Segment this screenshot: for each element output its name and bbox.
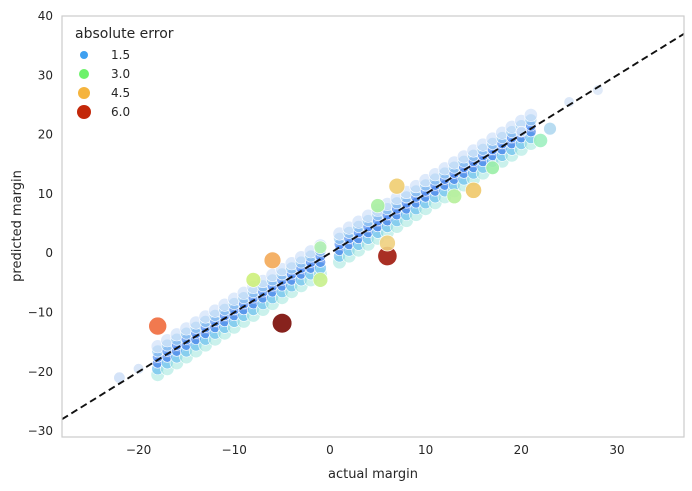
x-tick-label: 10: [418, 443, 433, 457]
legend-label: 6.0: [111, 105, 130, 119]
legend-marker: [79, 69, 89, 79]
x-axis-ticks: −20 −10 0 10 20 30: [126, 443, 625, 457]
legend-marker: [77, 105, 91, 119]
x-tick-label: 20: [514, 443, 529, 457]
scatter-point: [524, 108, 538, 122]
scatter-point: [133, 363, 145, 375]
scatter-point: [592, 84, 604, 96]
legend-marker: [80, 51, 88, 59]
scatter-point: [272, 313, 293, 334]
scatter-point: [543, 121, 557, 136]
scatter-point: [515, 126, 527, 138]
legend-label: 4.5: [111, 86, 130, 100]
scatter-point: [533, 133, 548, 148]
legend-label: 3.0: [111, 67, 130, 81]
x-tick-label: −10: [222, 443, 247, 457]
scatter-point: [446, 188, 462, 205]
scatter-point: [388, 177, 406, 195]
y-tick-label: −30: [28, 424, 53, 438]
x-axis-label: actual margin: [328, 467, 418, 482]
x-tick-label: −20: [126, 443, 151, 457]
scatter-point: [563, 96, 575, 108]
data-points: [113, 84, 604, 384]
legend-entries: 1.5 3.0 4.5 6.0: [77, 48, 130, 119]
y-tick-label: 0: [45, 246, 53, 260]
y-tick-label: −10: [28, 306, 53, 320]
y-axis-label: predicted margin: [10, 170, 25, 282]
scatter-point: [245, 272, 262, 288]
scatter-point: [379, 234, 396, 252]
y-axis-ticks: −30 −20 −10 0 10 20 30 40: [28, 9, 53, 438]
scatter-point: [313, 240, 328, 255]
scatter-point: [485, 160, 500, 175]
legend: absolute error 1.5 3.0 4.5 6.0: [75, 26, 174, 119]
y-tick-label: −20: [28, 365, 53, 379]
y-tick-label: 30: [38, 68, 53, 82]
identity-reference-line: [61, 32, 685, 421]
scatter-point: [370, 198, 386, 214]
x-tick-label: 0: [326, 443, 334, 457]
plot-frame: [61, 15, 685, 438]
scatter-point: [148, 316, 167, 336]
y-tick-label: 40: [38, 9, 53, 23]
legend-title: absolute error: [75, 26, 174, 42]
y-tick-label: 20: [38, 128, 53, 142]
legend-marker: [78, 87, 90, 99]
scatter-point: [263, 251, 282, 269]
scatter-point: [312, 272, 329, 288]
legend-label: 1.5: [111, 48, 130, 62]
y-tick-label: 10: [38, 187, 53, 201]
scatter-point: [465, 181, 482, 199]
x-tick-label: 30: [609, 443, 624, 457]
